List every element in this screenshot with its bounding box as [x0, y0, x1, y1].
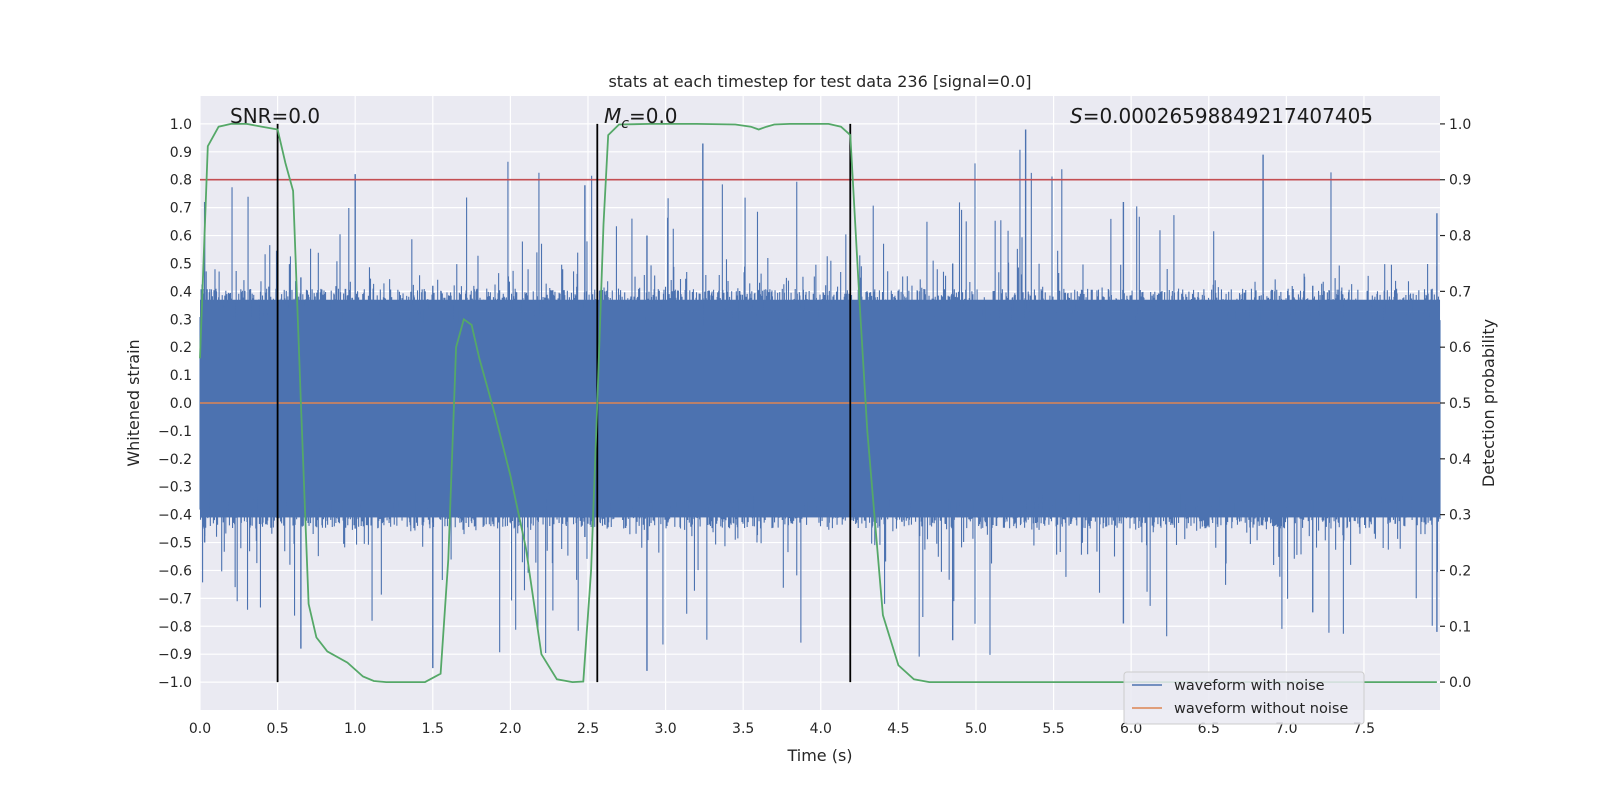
y-tick-label: 0.0 — [170, 396, 192, 412]
y-tick-label: 0.2 — [170, 340, 192, 356]
y-tick-label: 0.3 — [170, 312, 192, 328]
x-tick-label: 0.0 — [189, 721, 211, 737]
y2-tick-label: 0.4 — [1449, 452, 1471, 468]
snr-annotation: SNR=0.0 — [230, 104, 320, 128]
y2-axis-label: Detection probability — [1479, 319, 1498, 487]
y-tick-label: 0.6 — [170, 229, 192, 245]
s-value: =0.00026598849217407405 — [1083, 104, 1373, 128]
mc-symbol: M — [604, 104, 621, 128]
y-tick-label: 0.7 — [170, 201, 192, 217]
y-tick-label: −0.3 — [158, 480, 192, 496]
y-tick-label: 0.5 — [170, 256, 192, 272]
x-tick-label: 7.5 — [1353, 721, 1375, 737]
s-symbol: S — [1070, 104, 1083, 128]
mc-subscript: c — [621, 116, 629, 132]
s-annotation: S=0.00026598849217407405 — [1070, 104, 1373, 128]
y-tick-label: 1.0 — [170, 117, 192, 133]
chart-title: stats at each timestep for test data 236… — [608, 72, 1031, 91]
waveform-with-noise-series — [199, 129, 1441, 671]
x-tick-label: 0.5 — [266, 721, 288, 737]
y2-tick-label: 0.2 — [1449, 563, 1471, 579]
y-axis-label: Whitened strain — [124, 339, 143, 466]
x-tick-label: 4.0 — [810, 721, 832, 737]
x-tick-label: 3.5 — [732, 721, 754, 737]
y-tick-label: 0.8 — [170, 173, 192, 189]
x-tick-label: 2.5 — [577, 721, 599, 737]
y-tick-label: −0.1 — [158, 424, 192, 440]
y-tick-label: −0.9 — [158, 647, 192, 663]
y-tick-label: −0.2 — [158, 452, 192, 468]
y2-tick-label: 0.1 — [1449, 619, 1471, 635]
x-tick-label: 2.0 — [499, 721, 521, 737]
x-tick-label: 4.5 — [887, 721, 909, 737]
legend-label-clean: waveform without noise — [1174, 701, 1348, 717]
x-axis-label: Time (s) — [786, 746, 852, 765]
x-tick-label: 5.0 — [965, 721, 987, 737]
y-tick-label: 0.1 — [170, 368, 192, 384]
y2-tick-label: 0.5 — [1449, 396, 1471, 412]
x-tick-label: 3.0 — [654, 721, 676, 737]
x-tick-label: 1.0 — [344, 721, 366, 737]
x-tick-label: 7.0 — [1275, 721, 1297, 737]
y-tick-label: 0.4 — [170, 284, 192, 300]
y2-tick-label: 0.0 — [1449, 675, 1471, 691]
y2-tick-label: 0.6 — [1449, 340, 1471, 356]
y-tick-label: −0.6 — [158, 563, 192, 579]
y-tick-label: −0.4 — [158, 508, 192, 524]
mc-annotation: Mc=0.0 — [604, 104, 678, 132]
ticks: 0.0 0.5 1.0 1.5 2.0 2.5 3.0 3.5 4.0 4.5 5.0 5.5 6.0 6… — [158, 117, 1471, 737]
y-tick-label: −0.5 — [158, 536, 192, 552]
y-tick-label: 0.9 — [170, 145, 192, 161]
y2-tick-label: 0.3 — [1449, 508, 1471, 524]
mc-value: =0.0 — [629, 104, 678, 128]
y2-tick-label: 0.7 — [1449, 284, 1471, 300]
x-tick-label: 6.5 — [1198, 721, 1220, 737]
legend-box — [1123, 671, 1365, 725]
x-tick-label: 1.5 — [422, 721, 444, 737]
y-tick-label: −1.0 — [158, 675, 192, 691]
y2-tick-label: 0.8 — [1449, 229, 1471, 245]
detection-probability-line — [199, 123, 1437, 684]
x-tick-label: 6.0 — [1120, 721, 1142, 737]
y-tick-label: −0.7 — [158, 591, 192, 607]
legend: waveform with noise waveform without noi… — [1123, 671, 1365, 725]
legend-label-noise: waveform with noise — [1174, 678, 1325, 694]
x-tick-label: 5.5 — [1042, 721, 1064, 737]
y-tick-label: −0.8 — [158, 619, 192, 635]
overlay-lines — [199, 123, 1440, 684]
y2-tick-label: 0.9 — [1449, 173, 1471, 189]
y2-tick-label: 1.0 — [1449, 117, 1471, 133]
